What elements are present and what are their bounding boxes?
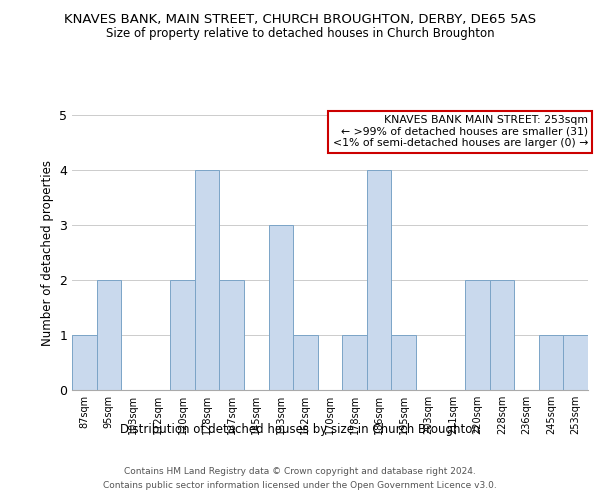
Bar <box>269 225 293 390</box>
Text: Contains public sector information licensed under the Open Government Licence v3: Contains public sector information licen… <box>103 481 497 490</box>
Bar <box>293 335 318 390</box>
Text: Distribution of detached houses by size in Church Broughton: Distribution of detached houses by size … <box>120 422 480 436</box>
Bar <box>342 335 367 390</box>
Bar <box>391 335 416 390</box>
Bar <box>72 335 97 390</box>
Text: KNAVES BANK MAIN STREET: 253sqm
← >99% of detached houses are smaller (31)
<1% o: KNAVES BANK MAIN STREET: 253sqm ← >99% o… <box>332 115 588 148</box>
Bar <box>97 280 121 390</box>
Bar <box>367 170 391 390</box>
Text: KNAVES BANK, MAIN STREET, CHURCH BROUGHTON, DERBY, DE65 5AS: KNAVES BANK, MAIN STREET, CHURCH BROUGHT… <box>64 12 536 26</box>
Bar <box>465 280 490 390</box>
Y-axis label: Number of detached properties: Number of detached properties <box>41 160 53 346</box>
Bar <box>195 170 220 390</box>
Text: Contains HM Land Registry data © Crown copyright and database right 2024.: Contains HM Land Registry data © Crown c… <box>124 468 476 476</box>
Bar <box>220 280 244 390</box>
Text: Size of property relative to detached houses in Church Broughton: Size of property relative to detached ho… <box>106 28 494 40</box>
Bar <box>563 335 588 390</box>
Bar <box>170 280 195 390</box>
Bar <box>490 280 514 390</box>
Bar <box>539 335 563 390</box>
